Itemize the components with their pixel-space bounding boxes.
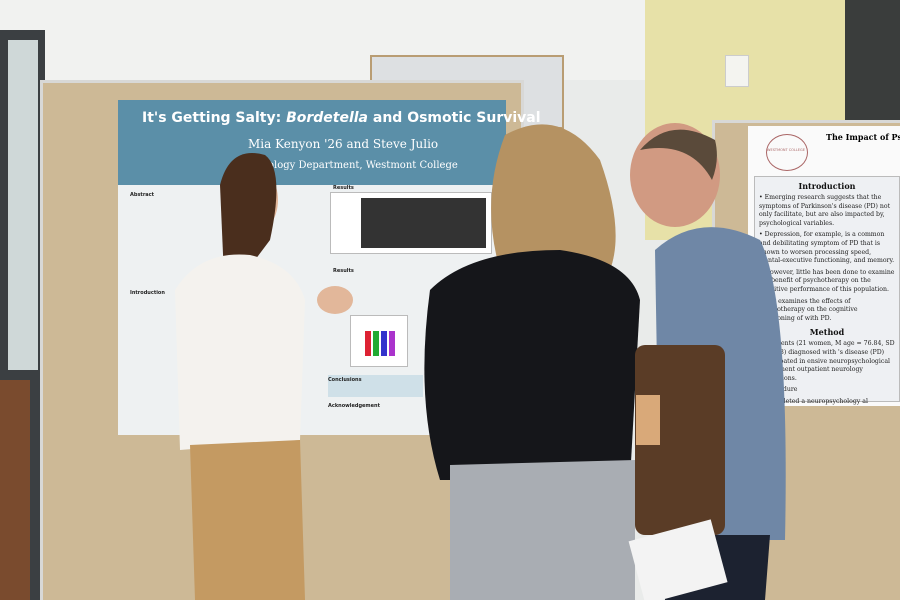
bar-shape	[365, 331, 371, 356]
bar-shape	[389, 331, 395, 356]
poster-title: It's Getting Salty: Bordetella and Osmot…	[142, 110, 541, 126]
bar-figure	[350, 315, 408, 367]
visitor-man	[628, 123, 786, 600]
doorway	[845, 0, 900, 120]
college-seal	[766, 134, 808, 171]
plate-image	[361, 198, 486, 248]
plate-figure	[330, 192, 492, 254]
presenter	[175, 153, 353, 600]
title-text: and Osmotic Survival	[372, 110, 541, 126]
section-heading: Results	[333, 268, 354, 274]
visitor-woman	[424, 124, 640, 600]
title-italic: Bordetella	[286, 110, 369, 126]
section-heading: Introduction	[130, 290, 165, 296]
section-text: ts completed a neuropsychology al includ…	[759, 397, 868, 405]
section-heading: Results	[333, 185, 354, 191]
wall-switch	[725, 55, 749, 87]
section-heading: Introduction	[798, 181, 856, 191]
section-text: study examines the effects of psychother…	[759, 297, 858, 322]
section-text: • However, little has been done to exami…	[759, 268, 895, 293]
section-text: • Depression, for example, is a common a…	[759, 231, 895, 265]
section-heading: Conclusions	[328, 377, 362, 383]
wooden-desk	[0, 380, 30, 600]
section-heading: Acknowledgement	[328, 403, 380, 409]
poster-header	[118, 100, 506, 185]
bar-shape	[373, 331, 379, 356]
window-glass	[8, 40, 38, 370]
poster-authors: Mia Kenyon '26 and Steve Julio	[248, 137, 439, 151]
section-heading: Method	[809, 327, 845, 338]
poster-affiliation: ology Department, Westmont College	[268, 160, 458, 171]
bar-shape	[381, 331, 387, 356]
conclusions-box	[328, 375, 423, 397]
section-text: • Emerging research suggests that the sy…	[759, 194, 891, 227]
poster-title: The Impact of Psych	[826, 132, 900, 142]
college-logo: WESTMONT COLLEGE	[767, 148, 805, 152]
section-heading: Abstract	[130, 192, 155, 198]
title-text: It's Getting Salty:	[142, 110, 282, 126]
